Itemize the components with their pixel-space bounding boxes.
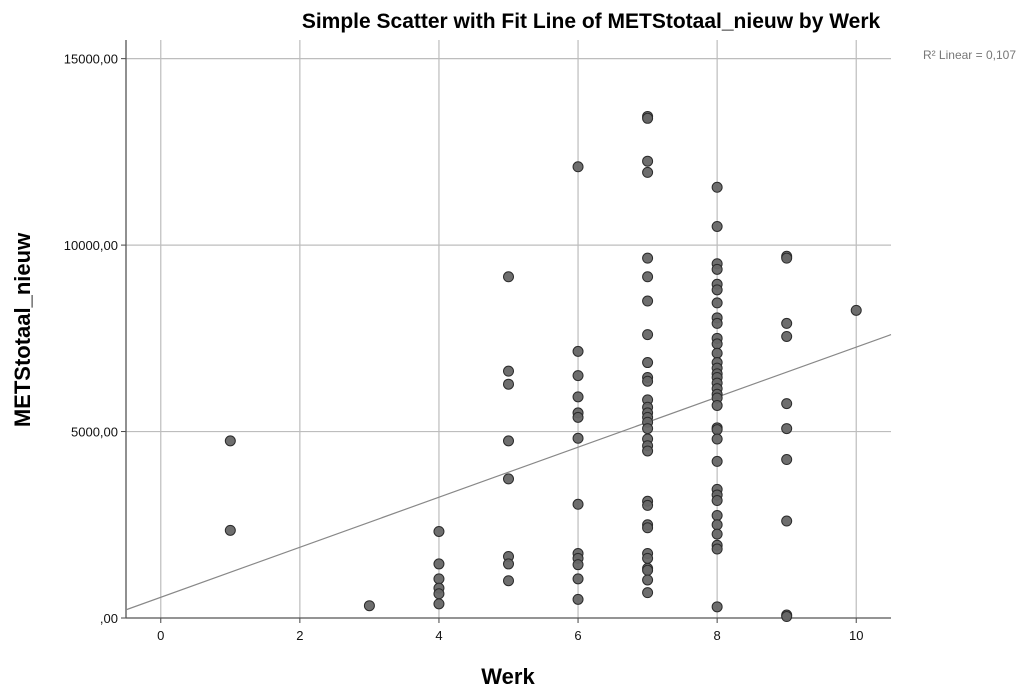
data-point — [712, 544, 722, 554]
data-point — [712, 400, 722, 410]
data-point — [782, 424, 792, 434]
y-tick-label: ,00 — [100, 611, 118, 626]
data-point — [504, 272, 514, 282]
data-point — [712, 264, 722, 274]
data-point — [643, 167, 653, 177]
data-point — [712, 510, 722, 520]
data-point — [643, 523, 653, 533]
x-tick-label: 6 — [574, 628, 581, 643]
y-axis-label: METStotaal_nieuw — [10, 232, 35, 427]
data-point — [782, 455, 792, 465]
data-point — [643, 500, 653, 510]
data-point — [712, 496, 722, 506]
data-point — [573, 574, 583, 584]
data-point — [712, 520, 722, 530]
data-point — [712, 529, 722, 539]
data-point — [643, 575, 653, 585]
data-point — [434, 599, 444, 609]
data-point — [573, 346, 583, 356]
data-point — [712, 425, 722, 435]
data-point — [573, 162, 583, 172]
data-point — [712, 182, 722, 192]
data-point — [504, 379, 514, 389]
data-point — [573, 433, 583, 443]
data-point — [712, 456, 722, 466]
data-point — [712, 348, 722, 358]
data-point — [643, 424, 653, 434]
data-point — [504, 474, 514, 484]
data-point — [434, 526, 444, 536]
data-point — [782, 516, 792, 526]
data-point — [434, 589, 444, 599]
tick-labels: 0 2 4 6 8 10 ,00 5000,00 10000,00 15000,00 — [64, 52, 864, 643]
data-point — [643, 272, 653, 282]
data-point — [643, 296, 653, 306]
data-point — [573, 594, 583, 604]
data-point — [573, 499, 583, 509]
data-point — [225, 525, 235, 535]
data-point — [643, 376, 653, 386]
data-point — [851, 305, 861, 315]
x-tick-label: 4 — [435, 628, 442, 643]
x-tick-label: 2 — [296, 628, 303, 643]
data-point — [712, 434, 722, 444]
x-tick-label: 8 — [714, 628, 721, 643]
data-point — [712, 318, 722, 328]
data-point — [712, 602, 722, 612]
x-tick-label: 0 — [157, 628, 164, 643]
x-tick-label: 10 — [849, 628, 863, 643]
data-point — [504, 576, 514, 586]
data-point — [364, 601, 374, 611]
data-point — [434, 574, 444, 584]
data-point — [225, 436, 235, 446]
data-point — [504, 559, 514, 569]
data-point — [573, 392, 583, 402]
data-point — [782, 253, 792, 263]
y-tick-label: 10000,00 — [64, 238, 118, 253]
y-tick-label: 5000,00 — [71, 425, 118, 440]
axes — [121, 40, 891, 623]
data-point — [434, 559, 444, 569]
data-point — [643, 565, 653, 575]
data-point — [573, 371, 583, 381]
r-squared-annotation: R² Linear = 0,107 — [923, 48, 1016, 62]
data-point — [504, 366, 514, 376]
data-points — [225, 111, 861, 621]
data-point — [712, 298, 722, 308]
data-point — [712, 339, 722, 349]
data-point — [643, 588, 653, 598]
data-point — [782, 612, 792, 622]
data-point — [643, 446, 653, 456]
data-point — [643, 156, 653, 166]
data-point — [643, 253, 653, 263]
data-point — [504, 436, 514, 446]
grid-lines — [126, 40, 891, 618]
data-point — [643, 553, 653, 563]
y-tick-label: 15000,00 — [64, 52, 118, 67]
data-point — [782, 318, 792, 328]
data-point — [643, 330, 653, 340]
chart-title: Simple Scatter with Fit Line of METStota… — [302, 10, 881, 33]
data-point — [643, 113, 653, 123]
x-axis-label: Werk — [481, 664, 535, 689]
data-point — [782, 399, 792, 409]
data-point — [643, 358, 653, 368]
data-point — [573, 412, 583, 422]
data-point — [782, 331, 792, 341]
data-point — [712, 285, 722, 295]
data-point — [573, 560, 583, 570]
data-point — [712, 221, 722, 231]
